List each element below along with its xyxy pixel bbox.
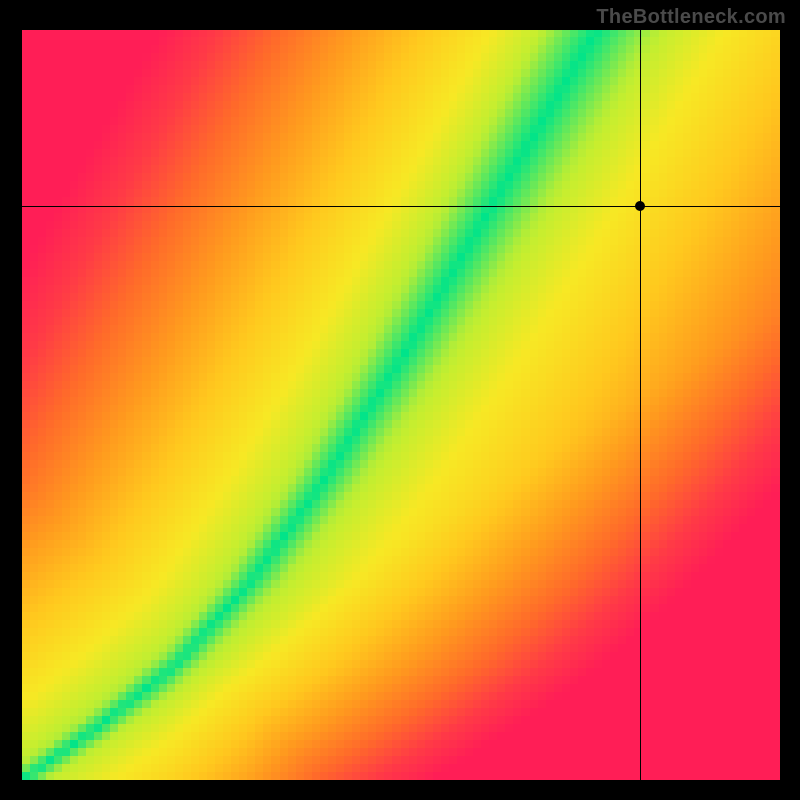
plot-area: [22, 30, 780, 780]
watermark-text: TheBottleneck.com: [596, 6, 786, 29]
heatmap-canvas: [22, 30, 780, 780]
crosshair-vertical: [640, 30, 641, 780]
crosshair-horizontal: [22, 206, 780, 207]
crosshair-marker: [635, 201, 645, 211]
chart-container: TheBottleneck.com: [0, 0, 800, 800]
